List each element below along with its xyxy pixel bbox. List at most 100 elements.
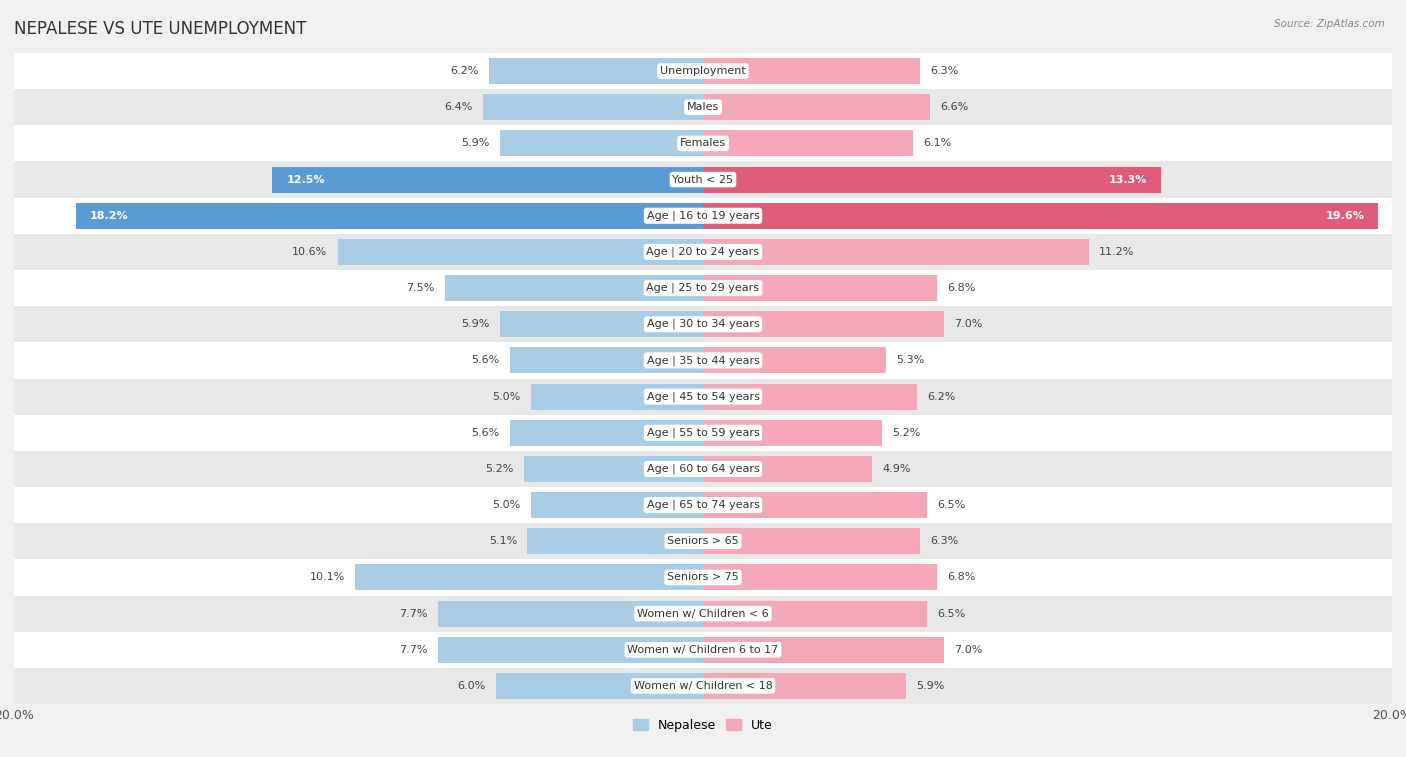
Bar: [703, 600, 927, 627]
Bar: [14, 559, 1392, 596]
Bar: [14, 342, 1392, 378]
Text: Seniors > 75: Seniors > 75: [666, 572, 740, 582]
Bar: [14, 596, 1392, 631]
Bar: [14, 631, 1392, 668]
Bar: [273, 167, 703, 192]
Bar: [482, 94, 703, 120]
Bar: [489, 58, 703, 84]
Bar: [356, 565, 703, 590]
Text: 5.0%: 5.0%: [492, 391, 520, 401]
Bar: [437, 637, 703, 663]
Bar: [14, 306, 1392, 342]
Bar: [444, 275, 703, 301]
Text: 6.1%: 6.1%: [924, 139, 952, 148]
Text: 12.5%: 12.5%: [287, 175, 325, 185]
Bar: [499, 130, 703, 157]
Text: 7.7%: 7.7%: [399, 645, 427, 655]
Bar: [14, 270, 1392, 306]
Bar: [14, 415, 1392, 451]
Bar: [703, 673, 907, 699]
Text: 5.0%: 5.0%: [492, 500, 520, 510]
Text: 11.2%: 11.2%: [1099, 247, 1135, 257]
Bar: [524, 456, 703, 482]
Bar: [496, 673, 703, 699]
Text: 6.2%: 6.2%: [927, 391, 955, 401]
Bar: [703, 130, 912, 157]
Bar: [14, 53, 1392, 89]
Bar: [510, 419, 703, 446]
Bar: [703, 239, 1088, 265]
Text: Age | 25 to 29 years: Age | 25 to 29 years: [647, 283, 759, 293]
Text: Age | 35 to 44 years: Age | 35 to 44 years: [647, 355, 759, 366]
Text: Males: Males: [688, 102, 718, 112]
Text: Age | 20 to 24 years: Age | 20 to 24 years: [647, 247, 759, 257]
Bar: [703, 384, 917, 410]
Text: 6.5%: 6.5%: [938, 500, 966, 510]
Bar: [703, 637, 945, 663]
Text: 5.1%: 5.1%: [489, 536, 517, 547]
Text: 5.2%: 5.2%: [485, 464, 513, 474]
Text: Unemployment: Unemployment: [661, 66, 745, 76]
Text: 6.8%: 6.8%: [948, 283, 976, 293]
Text: 10.6%: 10.6%: [292, 247, 328, 257]
Bar: [14, 161, 1392, 198]
Text: Age | 16 to 19 years: Age | 16 to 19 years: [647, 210, 759, 221]
Bar: [14, 668, 1392, 704]
Text: 6.2%: 6.2%: [451, 66, 479, 76]
Bar: [531, 384, 703, 410]
Bar: [703, 347, 886, 373]
Text: Age | 65 to 74 years: Age | 65 to 74 years: [647, 500, 759, 510]
Text: 6.4%: 6.4%: [444, 102, 472, 112]
Legend: Nepalese, Ute: Nepalese, Ute: [628, 714, 778, 737]
Bar: [14, 487, 1392, 523]
Bar: [703, 492, 927, 518]
Text: 5.6%: 5.6%: [471, 356, 499, 366]
Text: 5.3%: 5.3%: [896, 356, 924, 366]
Text: 10.1%: 10.1%: [309, 572, 344, 582]
Text: 5.9%: 5.9%: [461, 139, 489, 148]
Bar: [14, 234, 1392, 270]
Text: 4.9%: 4.9%: [882, 464, 911, 474]
Bar: [14, 89, 1392, 126]
Text: 18.2%: 18.2%: [90, 210, 128, 221]
Text: 7.0%: 7.0%: [955, 319, 983, 329]
Text: Females: Females: [681, 139, 725, 148]
Bar: [703, 94, 931, 120]
Bar: [14, 451, 1392, 487]
Bar: [527, 528, 703, 554]
Text: Age | 60 to 64 years: Age | 60 to 64 years: [647, 464, 759, 474]
Text: 13.3%: 13.3%: [1109, 175, 1147, 185]
Text: Age | 30 to 34 years: Age | 30 to 34 years: [647, 319, 759, 329]
Text: 6.0%: 6.0%: [458, 681, 486, 691]
Bar: [510, 347, 703, 373]
Text: Source: ZipAtlas.com: Source: ZipAtlas.com: [1274, 19, 1385, 29]
Bar: [703, 565, 938, 590]
Bar: [703, 419, 882, 446]
Text: Women w/ Children < 6: Women w/ Children < 6: [637, 609, 769, 618]
Text: 5.2%: 5.2%: [893, 428, 921, 438]
Text: Age | 55 to 59 years: Age | 55 to 59 years: [647, 428, 759, 438]
Bar: [531, 492, 703, 518]
Bar: [499, 311, 703, 338]
Bar: [703, 528, 920, 554]
Bar: [14, 378, 1392, 415]
Bar: [703, 203, 1378, 229]
Text: 7.5%: 7.5%: [406, 283, 434, 293]
Bar: [337, 239, 703, 265]
Text: 7.7%: 7.7%: [399, 609, 427, 618]
Text: 7.0%: 7.0%: [955, 645, 983, 655]
Text: Age | 45 to 54 years: Age | 45 to 54 years: [647, 391, 759, 402]
Text: 6.6%: 6.6%: [941, 102, 969, 112]
Text: Seniors > 65: Seniors > 65: [668, 536, 738, 547]
Text: 6.5%: 6.5%: [938, 609, 966, 618]
Text: 6.8%: 6.8%: [948, 572, 976, 582]
Bar: [437, 600, 703, 627]
Text: 6.3%: 6.3%: [931, 536, 959, 547]
Bar: [703, 311, 945, 338]
Bar: [76, 203, 703, 229]
Text: 6.3%: 6.3%: [931, 66, 959, 76]
Bar: [703, 456, 872, 482]
Bar: [703, 275, 938, 301]
Text: Women w/ Children < 18: Women w/ Children < 18: [634, 681, 772, 691]
Text: Youth < 25: Youth < 25: [672, 175, 734, 185]
